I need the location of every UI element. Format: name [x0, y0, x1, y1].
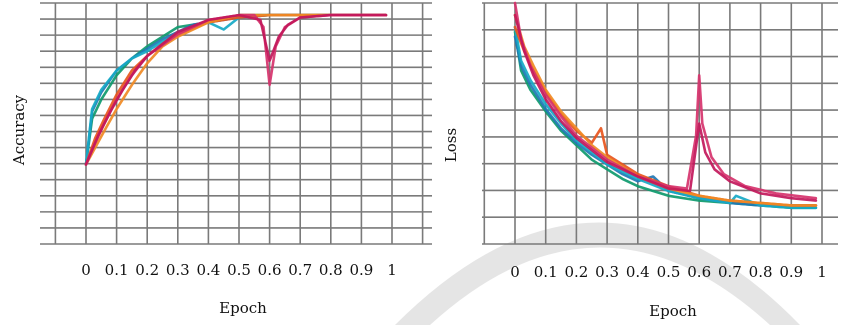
loss-series-line-3	[513, 25, 818, 210]
accuracy-grid	[40, 2, 432, 245]
accuracy-series-line-3	[84, 13, 388, 166]
loss-y-axis-title: Loss	[442, 128, 460, 162]
loss-x-tick-label: 0	[510, 263, 520, 281]
loss-series-line-6	[513, 1, 818, 200]
accuracy-series-line-7	[84, 13, 388, 166]
loss-series-line-5	[513, 13, 818, 207]
accuracy-x-tick-label: 0.2	[135, 261, 159, 279]
accuracy-x-tick-label: 0.3	[166, 261, 190, 279]
accuracy-series-line-5	[84, 13, 388, 166]
accuracy-x-tick-label: 0.9	[349, 261, 373, 279]
accuracy-x-tick-label: 0.7	[288, 261, 312, 279]
accuracy-series-line-1	[84, 13, 388, 166]
accuracy-series-line-2	[84, 13, 388, 166]
watermark-swoosh	[395, 222, 800, 325]
accuracy-x-tick-label: 0.6	[258, 261, 282, 279]
loss-x-tick-label: 0.2	[564, 263, 588, 281]
loss-x-tick-label: 0.1	[534, 263, 558, 281]
loss-x-tick-label: 0.4	[626, 263, 650, 281]
loss-x-tick-label: 0.6	[687, 263, 711, 281]
loss-x-ticks: 0 0.1 0.2 0.3 0.4 0.5 0.6 0.7 0.8 0.9 1	[510, 263, 827, 281]
accuracy-x-tick-label: 0.5	[227, 261, 251, 279]
accuracy-x-ticks: 0 0.1 0.2 0.3 0.4 0.5 0.6 0.7 0.8 0.9 1	[81, 261, 397, 279]
accuracy-chart: 0 0.1 0.2 0.3 0.4 0.5 0.6 0.7 0.8 0.9 1 Accuracy E…	[10, 2, 432, 317]
accuracy-y-axis-title: Accuracy	[10, 94, 28, 166]
accuracy-series-line-6	[84, 13, 388, 166]
loss-x-axis-title: Epoch	[649, 302, 697, 320]
accuracy-series-group	[84, 13, 388, 166]
loss-x-tick-label: 1	[817, 263, 827, 281]
accuracy-x-axis-title: Epoch	[219, 299, 267, 317]
loss-grid	[482, 2, 838, 245]
accuracy-x-tick-label: 0.1	[105, 261, 129, 279]
accuracy-x-tick-label: 0	[81, 261, 91, 279]
loss-series-group	[513, 1, 818, 210]
loss-x-tick-label: 0.9	[779, 263, 803, 281]
loss-x-tick-label: 0.3	[595, 263, 619, 281]
accuracy-x-tick-label: 0.8	[319, 261, 343, 279]
accuracy-series-line-4	[84, 13, 388, 166]
loss-series-line-7	[513, 13, 818, 202]
loss-x-tick-label: 0.5	[657, 263, 681, 281]
loss-series-line-2	[513, 35, 818, 207]
loss-x-tick-label: 0.7	[718, 263, 742, 281]
loss-x-tick-label: 0.8	[749, 263, 773, 281]
accuracy-x-tick-label: 1	[387, 261, 397, 279]
loss-chart: 0 0.1 0.2 0.3 0.4 0.5 0.6 0.7 0.8 0.9 1 Loss Epoch	[442, 1, 838, 320]
accuracy-x-tick-label: 0.4	[196, 261, 220, 279]
